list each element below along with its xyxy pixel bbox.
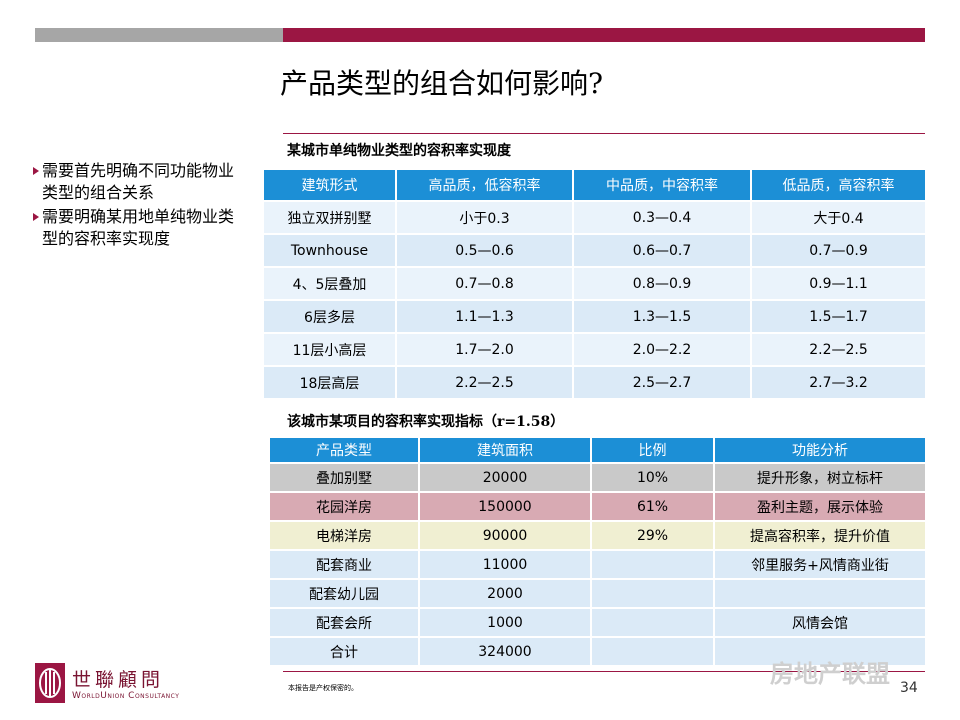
cell: 0.6—0.7 (572, 233, 752, 268)
cell (713, 578, 927, 609)
cell: 11000 (418, 549, 592, 580)
row: 11层小高层 1.7—2.0 2.0—2.2 2.2—2.5 (262, 332, 927, 367)
slide-title: 产品类型的组合如何影响? (280, 67, 604, 100)
cell: 0.9—1.1 (750, 266, 927, 301)
bullet-list: 需要首先明确不同功能物业类型的组合关系 需要明确某用地单纯物业类型的容积率实现度 (32, 160, 242, 252)
cell: 0.5—0.6 (395, 233, 574, 268)
cell: 1.5—1.7 (750, 299, 927, 334)
row: 叠加别墅 20000 10% 提升形象，树立标杆 (268, 462, 927, 493)
cell (590, 578, 715, 609)
cell: 提高容积率，提升价值 (713, 520, 927, 551)
bullet: 需要首先明确不同功能物业类型的组合关系 (32, 160, 242, 204)
logo-text: 世聯顧問 (72, 669, 165, 691)
cell: 90000 (418, 520, 592, 551)
cell: 0.7—0.9 (750, 233, 927, 268)
table: 产品类型 建筑面积 比例 功能分析 叠加别墅 20000 10% 提升形象，树立标杆 花园洋房 1… (268, 436, 927, 667)
header-row: 建筑形式 高品质，低容积率 中品质，中容积率 低品质，高容积率 (262, 168, 927, 202)
row: 独立双拼别墅 小于0.3 0.3—0.4 大于0.4 (262, 200, 927, 235)
cell: 2000 (418, 578, 592, 609)
cell: 6层多层 (262, 299, 397, 334)
cell: 4、5层叠加 (262, 266, 397, 301)
cell: 10% (590, 462, 715, 493)
cell: 2.5—2.7 (572, 365, 752, 400)
row: 配套幼儿园 2000 (268, 578, 927, 609)
watermark: 房地产联盟 (770, 660, 890, 688)
bullet: 需要明确某用地单纯物业类型的容积率实现度 (32, 206, 242, 250)
cell: 29% (590, 520, 715, 551)
cell: 61% (590, 491, 715, 522)
cell: 0.3—0.4 (572, 200, 752, 235)
header-cell: 低品质，高容积率 (750, 168, 927, 202)
cell: 20000 (418, 462, 592, 493)
row: 4、5层叠加 0.7—0.8 0.8—0.9 0.9—1.1 (262, 266, 927, 301)
row: 18层高层 2.2—2.5 2.5—2.7 2.7—3.2 (262, 365, 927, 400)
cell: 0.7—0.8 (395, 266, 574, 301)
cell: 配套会所 (268, 607, 420, 638)
table-title: 该城市某项目的容积率实现指标（r=1.58） (287, 414, 565, 430)
cell: 0.8—0.9 (572, 266, 752, 301)
cell: 11层小高层 (262, 332, 397, 367)
row: 花园洋房 150000 61% 盈利主题，展示体验 (268, 491, 927, 522)
divider (283, 133, 925, 134)
logo-icon (35, 663, 65, 703)
cell: 2.0—2.2 (572, 332, 752, 367)
row: 合计 324000 (268, 636, 927, 667)
header-cell: 产品类型 (268, 436, 420, 464)
header-row: 产品类型 建筑面积 比例 功能分析 (268, 436, 927, 464)
cell: 1.1—1.3 (395, 299, 574, 334)
top-bar (283, 28, 925, 42)
cell: 提升形象，树立标杆 (713, 462, 927, 493)
cell: 2.7—3.2 (750, 365, 927, 400)
cell: 配套幼儿园 (268, 578, 420, 609)
table: 建筑形式 高品质，低容积率 中品质，中容积率 低品质，高容积率 独立双拼别墅 小于0.3 0… (262, 168, 927, 400)
header-cell: 建筑面积 (418, 436, 592, 464)
cell (590, 636, 715, 667)
cell: 18层高层 (262, 365, 397, 400)
cell: 电梯洋房 (268, 520, 420, 551)
cell: 合计 (268, 636, 420, 667)
cell: Townhouse (262, 233, 397, 268)
cell: 盈利主题，展示体验 (713, 491, 927, 522)
footnote: 本报告是产权保密的。 (288, 684, 358, 692)
cell: 1.7—2.0 (395, 332, 574, 367)
cell: 配套商业 (268, 549, 420, 580)
cell: 大于0.4 (750, 200, 927, 235)
cell (590, 549, 715, 580)
cell: 叠加别墅 (268, 462, 420, 493)
cell: 2.2—2.5 (750, 332, 927, 367)
top-bar (35, 28, 283, 42)
divider (283, 671, 925, 672)
page-number: 34 (900, 680, 918, 696)
header-cell: 功能分析 (713, 436, 927, 464)
cell: 2.2—2.5 (395, 365, 574, 400)
table-title: 某城市单纯物业类型的容积率实现度 (287, 143, 511, 159)
row: 6层多层 1.1—1.3 1.3—1.5 1.5—1.7 (262, 299, 927, 334)
cell: 324000 (418, 636, 592, 667)
cell (713, 636, 927, 667)
cell: 1000 (418, 607, 592, 638)
row: Townhouse 0.5—0.6 0.6—0.7 0.7—0.9 (262, 233, 927, 268)
cell: 150000 (418, 491, 592, 522)
cell: 小于0.3 (395, 200, 574, 235)
cell: 独立双拼别墅 (262, 200, 397, 235)
cell: 邻里服务+风情商业街 (713, 549, 927, 580)
header-cell: 中品质，中容积率 (572, 168, 752, 202)
logo-text: WorldUnion Consultancy (72, 691, 180, 701)
header-cell: 高品质，低容积率 (395, 168, 574, 202)
cell: 1.3—1.5 (572, 299, 752, 334)
header-cell: 比例 (590, 436, 715, 464)
row: 电梯洋房 90000 29% 提高容积率，提升价值 (268, 520, 927, 551)
cell: 花园洋房 (268, 491, 420, 522)
cell: 风情会馆 (713, 607, 927, 638)
row: 配套会所 1000 风情会馆 (268, 607, 927, 638)
row: 配套商业 11000 邻里服务+风情商业街 (268, 549, 927, 580)
header-cell: 建筑形式 (262, 168, 397, 202)
cell (590, 607, 715, 638)
